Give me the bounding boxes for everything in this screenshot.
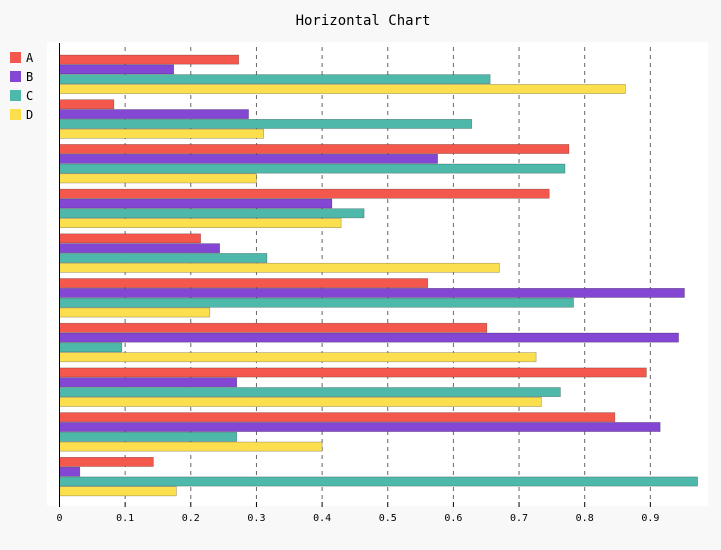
bar-c-2 bbox=[59, 119, 473, 129]
bar-a-10 bbox=[59, 456, 154, 467]
x-tick-label: 0.5 bbox=[379, 513, 397, 524]
bar-c-8 bbox=[59, 387, 561, 397]
bar-a-7 bbox=[59, 322, 488, 333]
x-tick-label: 0 bbox=[56, 513, 62, 524]
bar-d-3 bbox=[59, 173, 257, 184]
bar-c-6 bbox=[59, 297, 574, 308]
bar-a-4 bbox=[59, 188, 550, 199]
bar-d-7 bbox=[59, 352, 537, 363]
axes: 0 0.1 0.2 0.3 0.4 0.5 0.6 0.7 0.8 0.9 bbox=[56, 43, 659, 524]
x-tick-label: 0.1 bbox=[116, 513, 134, 524]
legend-swatch-a bbox=[10, 52, 21, 63]
bar-a-9 bbox=[59, 412, 616, 423]
legend-label-b: B bbox=[26, 70, 33, 84]
bar-b-9 bbox=[59, 422, 661, 432]
legend-swatch-b bbox=[10, 71, 21, 82]
bar-d-9 bbox=[59, 441, 323, 452]
x-tick-label: 0.3 bbox=[247, 513, 265, 524]
x-tick-label: 0.4 bbox=[313, 513, 331, 524]
bar-b-7 bbox=[59, 332, 679, 343]
bar-d-1 bbox=[59, 84, 626, 94]
bar-b-1 bbox=[59, 64, 175, 75]
x-tick-label: 0.7 bbox=[510, 513, 528, 524]
bar-a-1 bbox=[59, 54, 240, 65]
bar-b-8 bbox=[59, 377, 238, 388]
bar-b-2 bbox=[59, 109, 249, 119]
bar-a-6 bbox=[59, 278, 429, 288]
bar-c-3 bbox=[59, 163, 566, 174]
bar-c-7 bbox=[59, 342, 123, 353]
bar-b-5 bbox=[59, 243, 220, 254]
legend-swatch-c bbox=[10, 90, 21, 101]
bar-b-10 bbox=[59, 466, 81, 477]
bar-c-5 bbox=[59, 253, 268, 263]
bar-b-6 bbox=[59, 287, 685, 298]
bar-d-2 bbox=[59, 128, 264, 139]
bar-c-9 bbox=[59, 431, 238, 442]
legend-label-c: C bbox=[26, 89, 33, 103]
x-tick-label: 0.2 bbox=[182, 513, 200, 524]
bar-a-2 bbox=[59, 99, 115, 110]
bar-c-1 bbox=[59, 74, 491, 85]
bar-a-3 bbox=[59, 144, 570, 154]
bar-a-5 bbox=[59, 233, 201, 244]
bar-b-4 bbox=[59, 198, 333, 209]
bar-a-8 bbox=[59, 367, 647, 378]
bar-d-5 bbox=[59, 262, 500, 273]
bar-c-10 bbox=[59, 476, 698, 487]
legend-label-d: D bbox=[26, 108, 33, 122]
bar-d-4 bbox=[59, 218, 342, 228]
bar-d-6 bbox=[59, 307, 211, 318]
x-tick-label: 0.9 bbox=[641, 513, 659, 524]
legend-label-a: A bbox=[26, 51, 34, 65]
bar-d-8 bbox=[59, 396, 542, 407]
x-tick-label: 0.6 bbox=[444, 513, 462, 524]
bar-d-10 bbox=[59, 486, 177, 497]
x-tick-label: 0.8 bbox=[576, 513, 594, 524]
bars bbox=[59, 54, 698, 497]
bar-b-3 bbox=[59, 153, 438, 164]
bar-c-4 bbox=[59, 208, 365, 219]
chart-title: Horizontal Chart bbox=[296, 13, 431, 29]
legend-swatch-d bbox=[10, 109, 21, 120]
